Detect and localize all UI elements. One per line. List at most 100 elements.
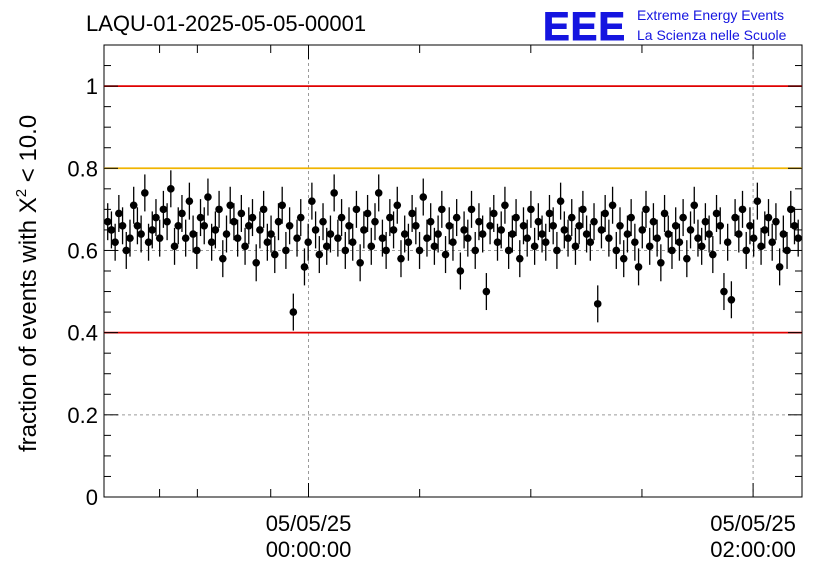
data-point [471,246,480,255]
data-point [501,201,509,210]
data-point [148,226,157,234]
data-point [322,242,331,251]
data-point [122,246,131,255]
data-point [668,246,676,255]
data-point [426,217,435,226]
data-point [679,213,687,222]
data-point [731,213,739,222]
data-point [553,246,561,255]
data-point [163,217,171,226]
data-point [141,189,149,197]
data-point [378,234,387,242]
data-point [374,189,383,197]
data-point [697,242,706,251]
data-point [627,213,635,222]
data-point [582,230,591,238]
data-point [571,242,580,251]
data-point [608,201,617,210]
data-point [334,234,342,242]
data-point [430,242,439,251]
x-tick-label-time: 00:00:00 [266,537,352,562]
data-point [612,246,621,255]
y-tick-label: 0.6 [67,238,98,263]
y-tick-label: 0.8 [67,156,98,181]
data-point [712,209,721,218]
data-point [683,254,691,263]
grid-layer [104,45,802,497]
data-point [590,217,598,226]
data-point [456,267,465,275]
data-point [586,238,595,247]
data-point [549,222,557,230]
data-point [638,226,647,234]
data-point [478,230,487,238]
data-point [326,230,335,238]
data-point [382,246,390,255]
data-point [579,205,587,214]
x-tick-label-date: 05/05/25 [266,511,352,536]
data-point [296,213,305,222]
data-point [315,250,324,259]
data-point [155,234,164,242]
data-point [129,201,138,210]
data-point [308,197,316,205]
data-point [575,222,583,230]
data-point [293,234,301,242]
data-point [686,226,695,234]
y-axis-label-chi: Χ [15,197,42,213]
data-point [363,209,372,218]
data-point [486,222,494,230]
data-point [181,234,190,242]
data-point [694,234,702,242]
data-point [645,242,654,251]
data-point [415,246,424,255]
data-point [720,287,728,296]
axis-ticks: 00.20.40.60.8105/05/2500:00:0005/05/2502… [67,45,802,562]
data-point [482,287,491,296]
data-point [545,209,554,218]
data-point [508,230,517,238]
data-point [159,205,168,214]
data-point [727,295,736,304]
data-point [493,238,502,247]
data-point [408,209,416,218]
y-axis-label-suffix: < 10.0 [15,115,42,189]
data-point [460,226,468,234]
data-point [304,238,312,247]
data-point [189,230,197,238]
data-point [233,234,242,242]
data-point [527,205,535,214]
data-point [716,222,725,230]
data-point [193,246,201,255]
data-point [207,238,216,247]
data-point [701,217,710,226]
data-point [118,222,127,230]
data-point [174,222,183,230]
data-point [560,226,569,234]
data-point [664,230,673,238]
x-tick-label-date: 05/05/25 [710,511,796,536]
data-point [434,230,442,238]
data-point [653,234,661,242]
data-point [241,242,249,251]
data-point [152,213,160,222]
data-point [753,197,762,205]
data-point [289,308,298,316]
data-point [449,238,457,247]
data-point [757,242,765,251]
data-point [230,217,238,226]
data-point [311,226,320,234]
data-point [631,238,639,247]
data-point [423,234,431,242]
data-point [259,205,268,214]
data-point [330,189,338,197]
y-tick-label: 0.4 [67,321,98,346]
data-point [690,201,699,210]
data-point [438,205,446,214]
data-point [723,238,732,247]
x-tick-label-time: 02:00:00 [710,537,796,562]
y-tick-label: 0 [86,485,98,510]
data-point [452,213,461,222]
data-point [218,254,227,263]
